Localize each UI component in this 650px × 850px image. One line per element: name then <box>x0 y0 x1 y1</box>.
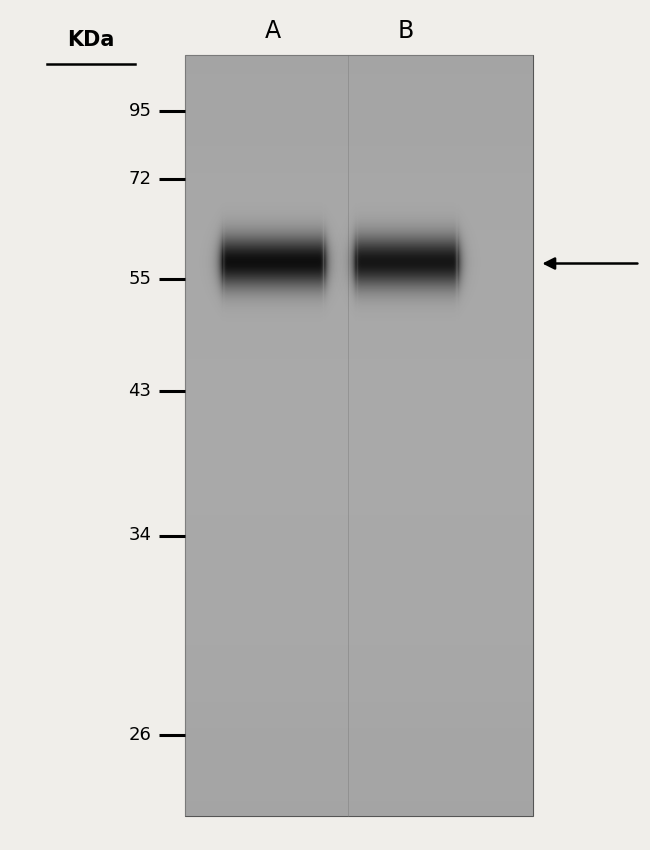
Text: KDa: KDa <box>68 30 114 50</box>
Text: 72: 72 <box>129 169 151 188</box>
Text: A: A <box>265 19 281 42</box>
Text: B: B <box>398 19 415 42</box>
Text: 26: 26 <box>129 726 151 745</box>
Text: 34: 34 <box>129 526 151 545</box>
Bar <box>185 55 533 816</box>
Text: 95: 95 <box>129 101 151 120</box>
Text: 55: 55 <box>129 269 151 288</box>
Text: 43: 43 <box>129 382 151 400</box>
